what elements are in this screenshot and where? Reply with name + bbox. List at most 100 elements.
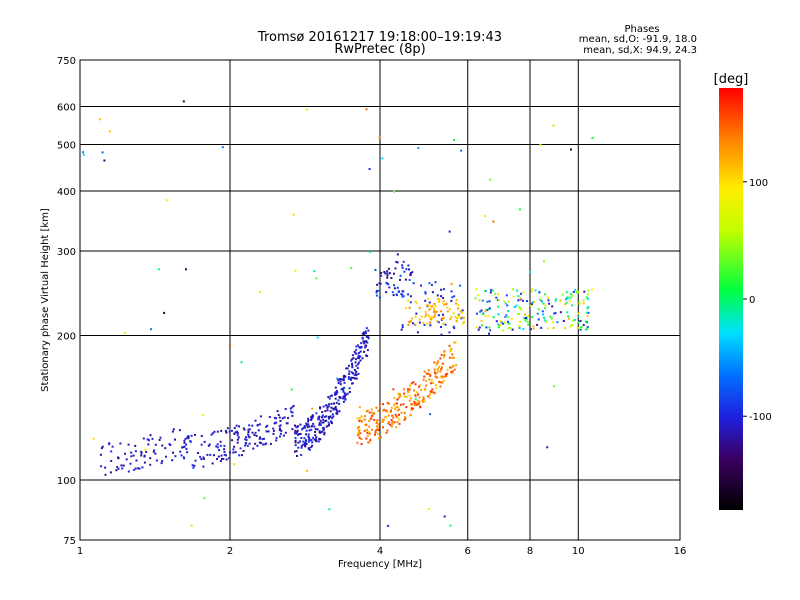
data-point xyxy=(420,284,422,287)
data-point xyxy=(426,298,429,300)
data-point xyxy=(395,294,398,297)
data-point xyxy=(286,422,289,425)
data-point xyxy=(548,302,551,305)
data-point xyxy=(441,318,444,321)
data-point xyxy=(492,220,495,223)
data-point xyxy=(489,329,492,332)
data-point xyxy=(448,344,451,347)
data-point xyxy=(337,379,340,382)
data-point xyxy=(539,144,542,146)
data-point xyxy=(296,455,298,457)
data-point xyxy=(543,307,546,310)
data-point xyxy=(333,402,335,405)
y-tick-label: 300 xyxy=(57,247,76,258)
data-point xyxy=(398,396,401,399)
data-point xyxy=(413,389,415,392)
data-point xyxy=(366,434,369,437)
data-point xyxy=(409,320,412,323)
data-point xyxy=(336,391,339,394)
data-point xyxy=(305,443,308,445)
data-point xyxy=(429,374,432,377)
data-point xyxy=(318,437,321,440)
data-point xyxy=(492,316,495,319)
data-point xyxy=(391,414,394,417)
data-point xyxy=(351,358,354,361)
data-point xyxy=(223,450,226,453)
data-point xyxy=(311,441,314,444)
data-point xyxy=(180,454,183,457)
data-point xyxy=(305,422,308,425)
data-point xyxy=(332,408,335,411)
data-point xyxy=(408,306,411,309)
data-point xyxy=(359,432,362,435)
data-point xyxy=(428,301,431,304)
data-point xyxy=(193,464,196,467)
data-point xyxy=(419,406,422,409)
data-point xyxy=(294,439,297,442)
data-point xyxy=(326,406,329,409)
data-point xyxy=(538,291,541,294)
data-point xyxy=(223,444,226,447)
data-point xyxy=(295,450,298,453)
y-tick-label: 750 xyxy=(57,56,76,67)
data-point xyxy=(361,357,364,360)
data-point xyxy=(544,304,547,307)
data-point xyxy=(427,507,430,510)
data-point xyxy=(564,327,567,330)
data-point xyxy=(369,439,372,442)
data-point xyxy=(375,294,378,297)
data-point xyxy=(319,438,322,441)
data-point xyxy=(259,436,262,439)
data-point xyxy=(157,268,160,271)
data-point xyxy=(342,395,345,398)
data-point xyxy=(567,317,570,320)
data-point xyxy=(242,427,245,430)
data-point xyxy=(186,451,189,454)
data-point xyxy=(524,313,527,316)
data-point xyxy=(591,288,594,291)
data-point xyxy=(287,417,289,419)
data-point xyxy=(357,363,360,366)
data-point xyxy=(355,345,358,348)
data-point xyxy=(572,291,575,293)
data-point xyxy=(439,310,442,313)
data-point xyxy=(565,291,568,294)
data-point xyxy=(451,371,454,374)
data-point xyxy=(342,400,345,403)
data-point xyxy=(163,311,166,314)
data-point xyxy=(183,439,186,442)
data-point xyxy=(546,446,549,449)
x-tick-label: 10 xyxy=(572,546,585,557)
data-point xyxy=(443,288,445,291)
data-point xyxy=(411,317,414,320)
data-point xyxy=(358,436,361,439)
data-point xyxy=(565,298,567,301)
data-point xyxy=(391,291,394,294)
data-point xyxy=(120,464,123,467)
data-point xyxy=(459,310,462,313)
chart-subtitle: RwPretec (8p) xyxy=(334,42,425,57)
data-point xyxy=(296,425,299,428)
data-point xyxy=(327,405,330,408)
data-point xyxy=(228,457,230,460)
data-point xyxy=(392,416,395,419)
data-point xyxy=(363,418,366,421)
phase-stats-o: mean, sd,O: -91.9, 18.0 xyxy=(579,34,697,45)
data-point xyxy=(445,303,448,305)
data-point xyxy=(302,427,305,430)
data-point xyxy=(265,442,268,445)
data-point xyxy=(430,382,433,385)
data-point xyxy=(424,299,427,302)
data-point xyxy=(552,124,555,127)
data-point xyxy=(382,409,385,412)
data-point xyxy=(82,151,85,154)
data-point xyxy=(455,299,458,301)
data-point xyxy=(422,400,425,403)
data-point xyxy=(347,376,350,378)
data-point xyxy=(328,508,331,511)
data-point xyxy=(481,313,484,316)
data-point xyxy=(359,359,362,362)
data-point xyxy=(183,445,186,448)
data-point xyxy=(442,351,445,354)
